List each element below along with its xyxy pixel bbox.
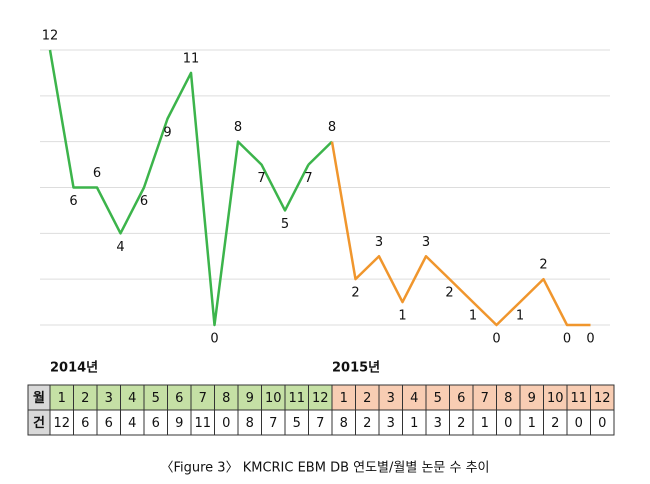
month-text: 5 — [434, 391, 442, 406]
month-text: 2 — [81, 391, 89, 406]
data-label: 2 — [539, 258, 547, 273]
count-text: 6 — [152, 416, 160, 431]
header-text: 건 — [33, 415, 45, 431]
data-label: 1 — [469, 309, 477, 324]
count-text: 11 — [194, 416, 211, 431]
data-label: 12 — [42, 29, 59, 44]
data-label: 4 — [116, 240, 124, 255]
count-text: 1 — [481, 416, 489, 431]
month-text: 9 — [528, 391, 536, 406]
line — [330, 141, 591, 327]
count-text: 0 — [504, 416, 512, 431]
month-text: 8 — [504, 391, 512, 406]
data-label: 8 — [328, 120, 336, 135]
data-label: 11 — [183, 51, 200, 66]
month-text: 11 — [570, 391, 587, 406]
data-label: 0 — [563, 332, 571, 347]
data-label: 1 — [516, 309, 524, 324]
header-text: 월 — [33, 390, 45, 406]
month-text: 4 — [128, 391, 136, 406]
count-text: 5 — [293, 416, 301, 431]
count-text: 0 — [598, 416, 606, 431]
month-text: 6 — [175, 391, 183, 406]
count-text: 8 — [340, 416, 348, 431]
count-text: 9 — [175, 416, 183, 431]
year-label: 2015년 — [332, 361, 380, 376]
count-text: 8 — [246, 416, 254, 431]
month-text: 10 — [265, 391, 282, 406]
data-label: 5 — [281, 217, 289, 232]
data-label: 6 — [140, 194, 148, 209]
count-text: 3 — [387, 416, 395, 431]
month-text: 6 — [457, 391, 465, 406]
month-text: 5 — [152, 391, 160, 406]
data-label: 9 — [163, 125, 171, 140]
count-text: 3 — [434, 416, 442, 431]
data-label: 3 — [422, 235, 430, 250]
caption: 〈Figure 3〉 KMCRIC EBM DB 연도별/월별 논문 수 추이 — [160, 461, 489, 476]
data-label: 0 — [492, 332, 500, 347]
data-label: 0 — [210, 332, 218, 347]
count-text: 7 — [316, 416, 324, 431]
month-text: 11 — [288, 391, 305, 406]
data-label: 2 — [351, 286, 359, 301]
month-text: 9 — [246, 391, 254, 406]
data-label: 6 — [69, 194, 77, 209]
year-label: 2014년 — [50, 361, 98, 376]
month-text: 10 — [547, 391, 564, 406]
count-text: 7 — [269, 416, 277, 431]
data-label: 1 — [398, 309, 406, 324]
data-label: 8 — [234, 120, 242, 135]
count-text: 6 — [105, 416, 113, 431]
month-text: 2 — [363, 391, 371, 406]
count-text: 12 — [53, 416, 70, 431]
month-text: 1 — [58, 391, 66, 406]
line — [48, 49, 310, 327]
month-text: 1 — [340, 391, 348, 406]
count-text: 4 — [128, 416, 136, 431]
data-label: 2 — [445, 286, 453, 301]
data-label: 0 — [586, 332, 594, 347]
count-text: 6 — [81, 416, 89, 431]
count-text: 1 — [528, 416, 536, 431]
month-text: 7 — [481, 391, 489, 406]
count-text: 1 — [410, 416, 418, 431]
count-text: 0 — [222, 416, 230, 431]
month-text: 7 — [199, 391, 207, 406]
count-text: 0 — [575, 416, 583, 431]
count-text: 2 — [457, 416, 465, 431]
month-text: 8 — [222, 391, 230, 406]
month-text: 3 — [105, 391, 113, 406]
month-text: 3 — [387, 391, 395, 406]
count-cell — [590, 409, 615, 436]
data-label: 7 — [257, 171, 265, 186]
line-connector — [307, 140, 333, 166]
month-text: 12 — [594, 391, 611, 406]
data-label: 6 — [93, 166, 101, 181]
data-label: 3 — [375, 235, 383, 250]
count-text: 2 — [551, 416, 559, 431]
count-text: 2 — [363, 416, 371, 431]
month-text: 4 — [410, 391, 418, 406]
data-label: 7 — [304, 171, 312, 186]
month-text: 12 — [312, 391, 329, 406]
